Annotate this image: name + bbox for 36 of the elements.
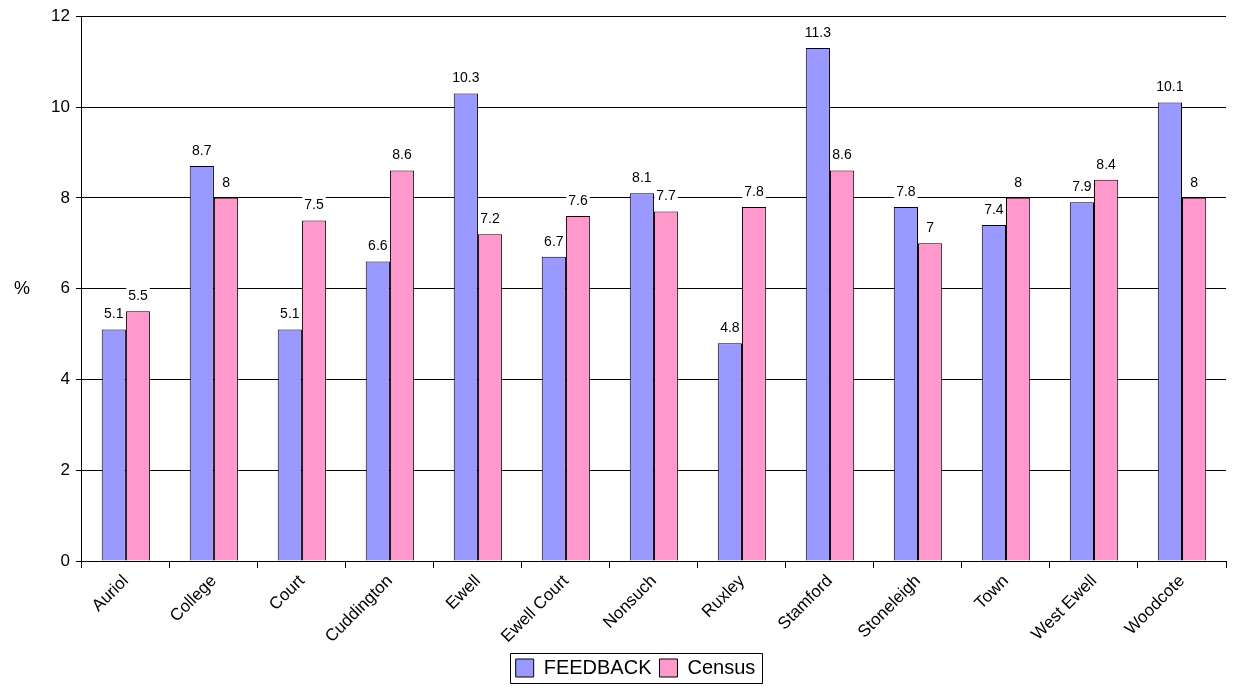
y-tick-label: 6 [60,278,70,298]
y-tick-label: 4 [60,369,70,389]
data-label: 7.2 [480,210,500,227]
data-label: 4.8 [720,318,740,335]
y-tick-label: 10 [50,96,70,116]
data-label: 7.5 [304,196,324,213]
data-label: 5.1 [104,305,124,322]
data-label: 10.1 [1156,78,1184,95]
data-label: 8 [1190,173,1199,190]
data-label: 8 [222,173,231,190]
data-label: 6.7 [544,232,564,249]
y-tick-label: 8 [60,187,70,207]
legend-label: Census [687,655,756,678]
data-label: 8.7 [192,141,212,158]
data-label: 8.1 [632,169,652,186]
data-label: 7.6 [568,191,588,208]
data-label: 8.6 [392,146,412,163]
data-label: 6.6 [368,237,388,254]
data-label: 7.9 [1072,178,1092,195]
y-tick-label: 2 [60,459,70,479]
data-label: 7.7 [656,187,676,204]
data-label: 7.8 [744,182,764,199]
data-label: 7.8 [896,182,916,199]
y-axis-title: % [13,277,31,298]
y-tick-label: 12 [50,5,70,25]
data-label: 7.4 [984,200,1004,217]
data-label: 8.4 [1096,155,1117,172]
data-label: 11.3 [804,23,832,40]
data-label: 5.5 [128,287,148,304]
data-label: 10.3 [452,69,480,86]
legend-label: FEEDBACK [543,655,653,678]
data-label: 7 [926,219,935,236]
data-label: 8.6 [832,146,853,163]
data-label: 5.1 [280,305,300,322]
data-label: 8 [1014,173,1023,190]
y-tick-label: 0 [60,550,70,570]
